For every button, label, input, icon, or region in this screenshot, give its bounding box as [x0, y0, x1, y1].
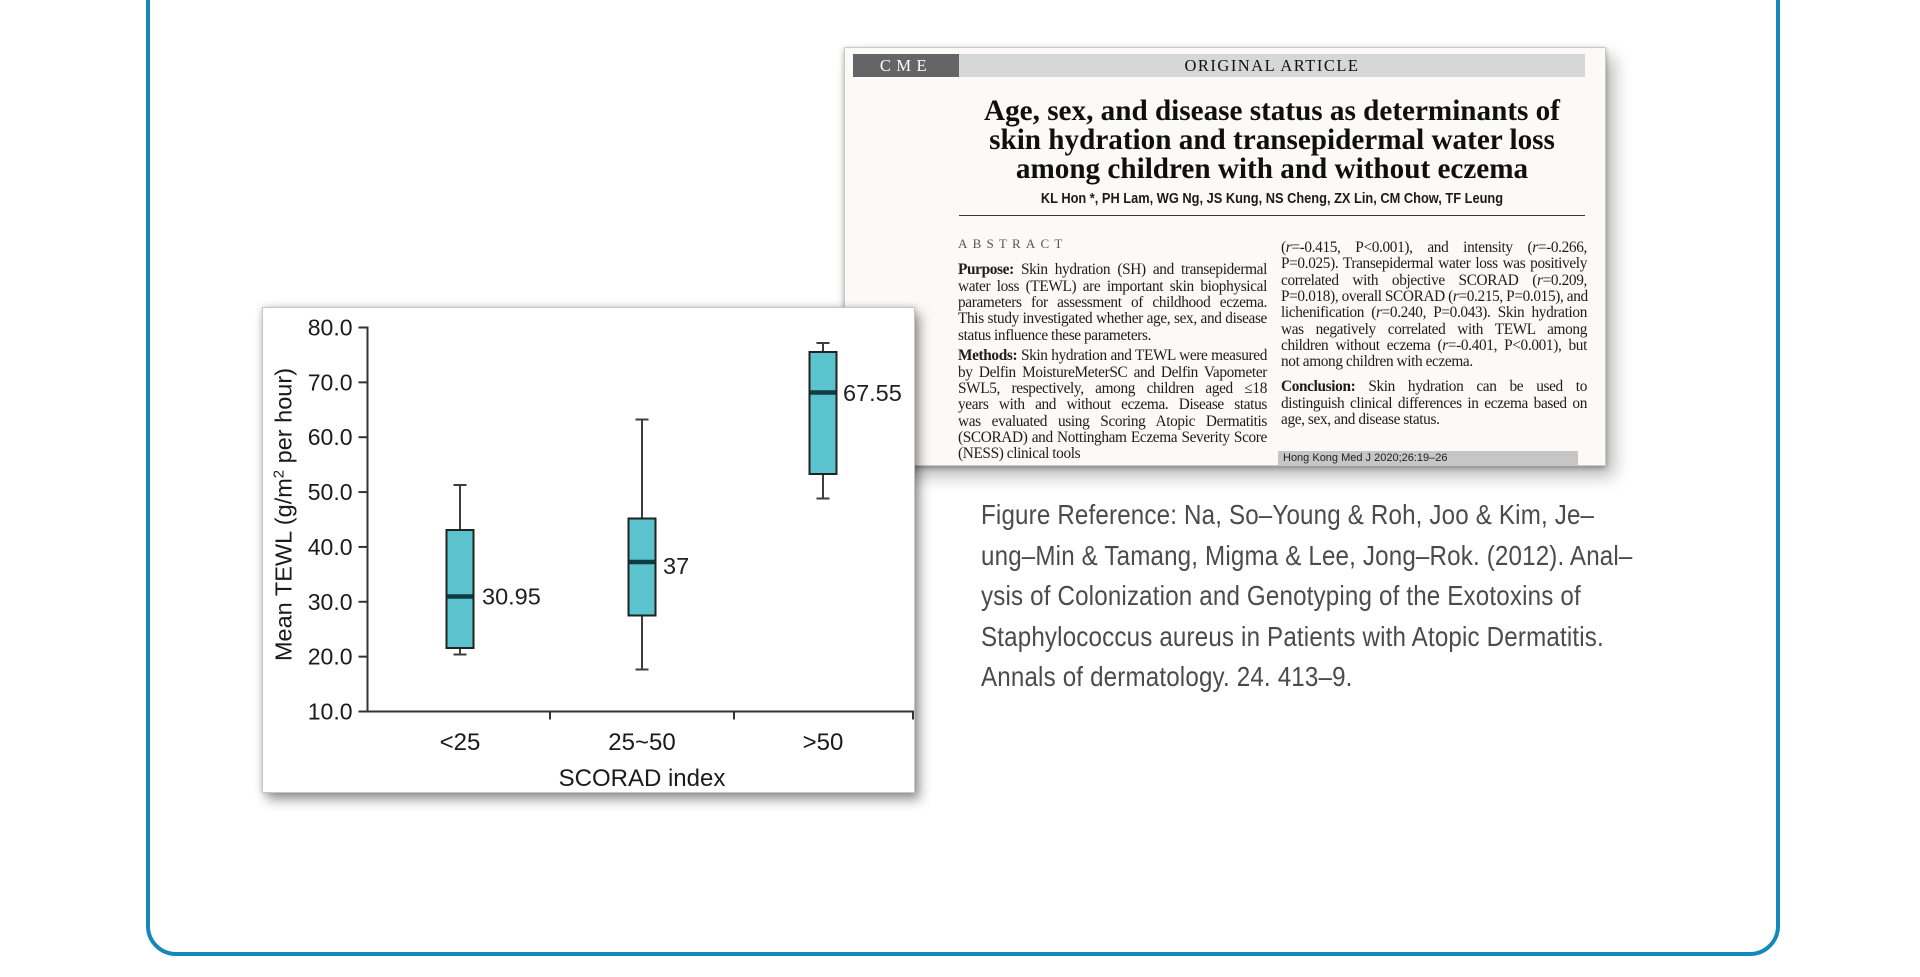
svg-text:67.55: 67.55 — [843, 380, 902, 406]
svg-text:>50: >50 — [803, 729, 844, 756]
svg-text:10.0: 10.0 — [308, 699, 353, 725]
svg-text:SCORAD index: SCORAD index — [559, 765, 726, 792]
svg-text:60.0: 60.0 — [308, 424, 353, 450]
svg-text:20.0: 20.0 — [308, 644, 353, 670]
svg-text:Mean TEWL (g/m2 per hour): Mean TEWL (g/m2 per hour) — [271, 368, 297, 661]
svg-text:40.0: 40.0 — [308, 534, 353, 560]
svg-text:25~50: 25~50 — [608, 729, 675, 756]
svg-text:30.0: 30.0 — [308, 589, 353, 615]
svg-text:37: 37 — [663, 553, 689, 579]
svg-text:<25: <25 — [440, 729, 481, 756]
svg-text:30.95: 30.95 — [482, 584, 541, 610]
svg-text:70.0: 70.0 — [308, 369, 353, 395]
svg-text:80.0: 80.0 — [308, 315, 353, 341]
svg-text:50.0: 50.0 — [308, 479, 353, 505]
